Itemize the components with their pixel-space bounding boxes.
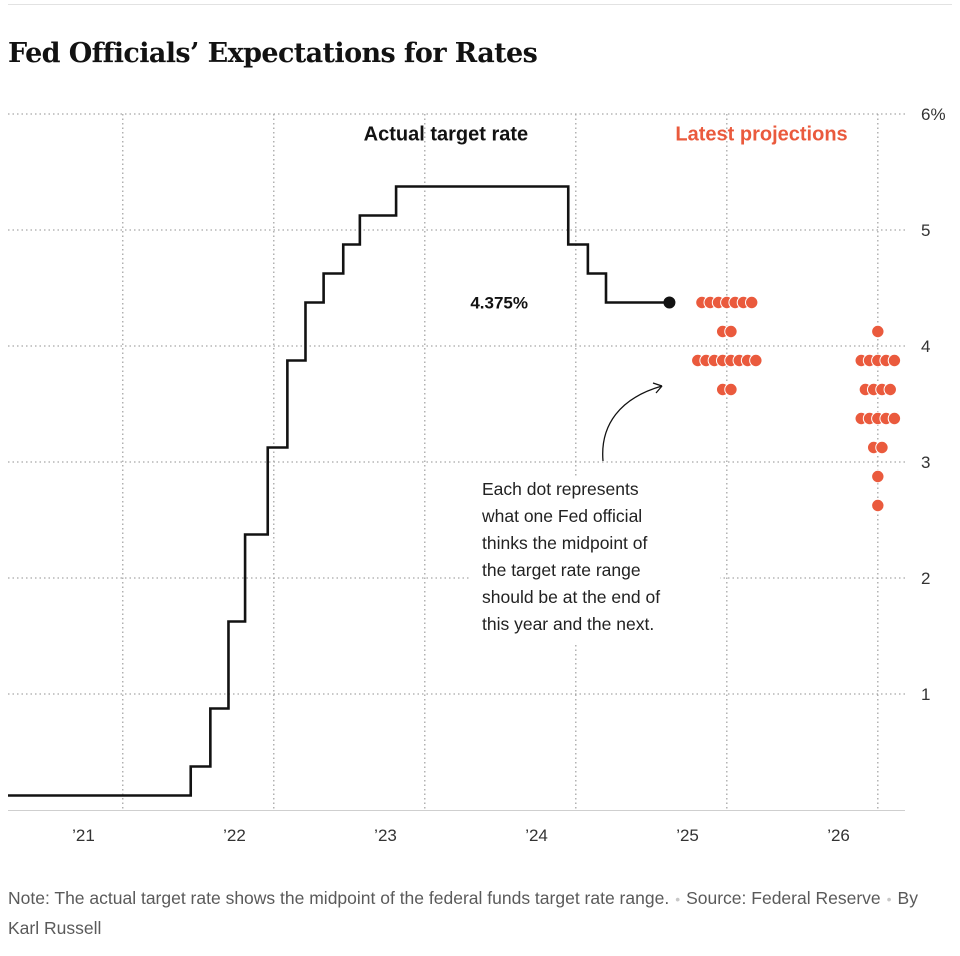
y-axis-ticks: 1 2 3 4 5 6%: [921, 105, 946, 704]
projection-dot: [883, 382, 897, 397]
projection-dot: [875, 440, 889, 455]
x-axis-ticks: ’21 ’22 ’23 ’24 ’25 ’26: [72, 826, 850, 845]
y-tick-label: 6%: [921, 105, 946, 124]
projection-dot: [871, 324, 885, 339]
annotation-line-4: the target rate range: [482, 560, 641, 580]
projection-dot: [871, 469, 885, 484]
x-tick-label: ’26: [827, 826, 850, 845]
y-tick-label: 5: [921, 221, 930, 240]
x-tick-label: ’23: [374, 826, 397, 845]
rate-chart: 1 2 3 4 5 6% ’21 ’22 ’23 ’24 ’25 ’26 4.375% Actual…: [8, 105, 946, 845]
projection-dot: [887, 411, 902, 426]
annotation-line-6: this year and the next.: [482, 614, 654, 634]
annotation-line-5: should be at the end of: [482, 587, 660, 607]
note-text: Note: The actual target rate shows the m…: [8, 888, 670, 908]
annotation-arrow: [602, 385, 663, 462]
annotation: Each dot represents what one Fed officia…: [470, 382, 720, 644]
horizontal-gridlines: [8, 113, 905, 695]
projections-label: Latest projections: [675, 124, 847, 146]
projection-dot: [724, 324, 738, 339]
y-tick-label: 3: [921, 453, 930, 472]
annotation-arrowhead: [652, 382, 663, 394]
annotation-line-3: thinks the midpoint of: [482, 533, 648, 553]
chart-title: Fed Officials’ Expectations for Rates: [8, 38, 538, 69]
current-rate-label: 4.375%: [470, 294, 528, 313]
projection-dot: [887, 353, 902, 368]
actual-rate-line: [8, 185, 670, 797]
x-tick-label: ’21: [72, 826, 95, 845]
x-tick-label: ’25: [676, 826, 699, 845]
x-tick-label: ’22: [223, 826, 246, 845]
y-tick-label: 2: [921, 569, 930, 588]
projection-dot: [749, 353, 763, 368]
current-rate-dot: [663, 296, 676, 309]
annotation-line-1: Each dot represents: [482, 479, 639, 499]
year-gridlines: [122, 114, 879, 810]
byline: By Karl Russell: [8, 888, 918, 938]
projection-dots: [691, 295, 902, 513]
x-tick-label: ’24: [525, 826, 548, 845]
annotation-background: [470, 478, 720, 644]
chart-note: Note: The actual target rate shows the m…: [8, 884, 948, 943]
projection-dot: [871, 498, 885, 513]
separator-dot: •: [886, 891, 892, 907]
top-rule: [8, 4, 952, 5]
projection-dot: [745, 295, 759, 310]
projection-dot: [724, 382, 738, 397]
separator-dot: •: [675, 891, 681, 907]
y-tick-label: 4: [921, 337, 930, 356]
annotation-line-2: what one Fed official: [481, 506, 642, 526]
y-tick-label: 1: [921, 685, 930, 704]
actual-rate-label: Actual target rate: [364, 124, 529, 146]
source-text: Source: Federal Reserve: [686, 888, 881, 908]
